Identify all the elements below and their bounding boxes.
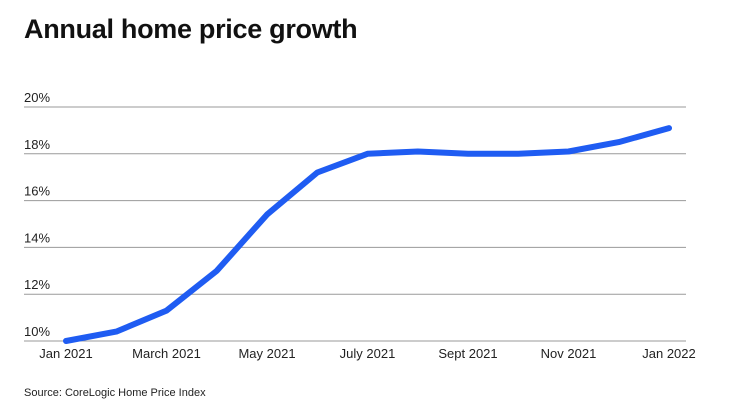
y-axis-tick-labels: 10% 12% 14% 16% 18% 20% <box>24 90 50 339</box>
x-tick-label-nov-2021: Nov 2021 <box>541 346 597 361</box>
series-line-0 <box>63 125 672 344</box>
x-axis-tick-labels: Jan 2021 March 2021 May 2021 July 2021 Sept … <box>39 346 696 361</box>
x-tick-label-jan-2022: Jan 2022 <box>642 346 696 361</box>
x-tick-label-jan-2021: Jan 2021 <box>39 346 93 361</box>
y-tick-label-16: 16% <box>24 184 50 199</box>
source-note: Source: CoreLogic Home Price Index <box>24 387 206 399</box>
x-tick-label-july-2021: July 2021 <box>340 346 396 361</box>
x-tick-label-sept-2021: Sept 2021 <box>438 346 497 361</box>
x-tick-label-march-2021: March 2021 <box>132 346 201 361</box>
y-tick-label-12: 12% <box>24 277 50 292</box>
y-tick-label-10: 10% <box>24 324 50 339</box>
gridlines <box>24 106 686 342</box>
y-tick-label-14: 14% <box>24 230 50 245</box>
chart-title: Annual home price growth <box>24 14 358 44</box>
x-tick-label-may-2021: May 2021 <box>238 346 295 361</box>
y-tick-label-20: 20% <box>24 90 50 105</box>
data-series <box>63 125 672 344</box>
y-tick-label-18: 18% <box>24 137 50 152</box>
